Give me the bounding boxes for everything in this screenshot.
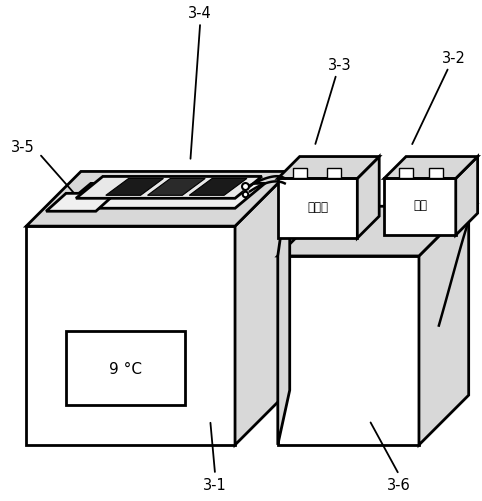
Text: 3-3: 3-3 (328, 58, 351, 73)
Polygon shape (278, 207, 469, 257)
Bar (429, 169, 443, 179)
Text: 3-5: 3-5 (12, 140, 35, 155)
Polygon shape (147, 179, 205, 196)
Text: 3-2: 3-2 (442, 51, 466, 66)
Polygon shape (384, 179, 456, 235)
Polygon shape (76, 177, 262, 199)
Bar (327, 169, 341, 179)
Polygon shape (106, 179, 163, 196)
Polygon shape (384, 157, 478, 179)
Polygon shape (26, 172, 290, 226)
Polygon shape (278, 179, 357, 238)
Text: 3-1: 3-1 (203, 477, 227, 492)
Text: 3-6: 3-6 (387, 477, 411, 492)
Polygon shape (189, 179, 247, 196)
Polygon shape (26, 226, 235, 445)
Polygon shape (456, 157, 478, 235)
Bar (66, 331, 185, 405)
Polygon shape (235, 172, 290, 445)
Polygon shape (278, 257, 419, 445)
Polygon shape (61, 184, 265, 209)
Text: 电源: 电源 (413, 199, 427, 212)
Polygon shape (46, 194, 116, 212)
Text: 电阵筱: 电阵筱 (307, 200, 328, 213)
Bar (293, 169, 307, 179)
Polygon shape (357, 157, 379, 238)
Polygon shape (278, 157, 379, 179)
Text: 9 °C: 9 °C (109, 361, 142, 376)
Bar (399, 169, 413, 179)
Polygon shape (419, 207, 469, 445)
Text: 3-4: 3-4 (188, 6, 212, 21)
Polygon shape (278, 172, 290, 445)
